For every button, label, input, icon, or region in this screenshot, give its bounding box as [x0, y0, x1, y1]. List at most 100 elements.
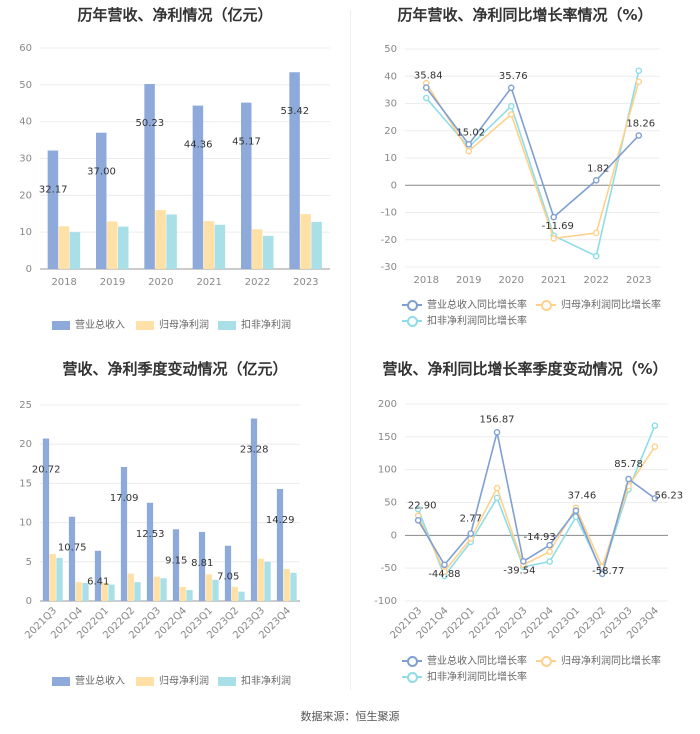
point-revenue-growth	[422, 84, 430, 91]
series-line-revenue-growth	[417, 432, 656, 577]
point-revenue-growth	[598, 570, 606, 578]
point-revenue-growth	[493, 429, 501, 436]
data-label: 1.82	[587, 163, 609, 174]
legend-item-revenue-growth[interactable]: 营业总收入同比增长率	[402, 296, 527, 311]
bar-revenue	[94, 550, 102, 601]
quarterly-bar-chart: 051015202520.722021Q310.752021Q46.412022…	[19, 400, 300, 641]
y-tick-label: 200	[378, 399, 397, 410]
x-tick-label: 2019	[100, 277, 125, 288]
bar-netprofit	[231, 586, 238, 601]
bar-revenue	[289, 72, 300, 270]
legend-item-netprofit-growth[interactable]: 归母净利润同比增长率	[536, 296, 661, 311]
bar-revenue	[146, 502, 154, 601]
legend-item-deducted-growth[interactable]: 扣非净利润同比增长率	[402, 312, 527, 327]
y-tick-label: 30	[384, 99, 397, 110]
point-revenue-growth	[465, 141, 473, 148]
x-tick-label: 2021	[196, 277, 221, 288]
bar-revenue	[276, 488, 284, 601]
point-netprofit-growth	[493, 484, 501, 492]
legend-item-revenue[interactable]: 营业总收入	[52, 672, 125, 687]
point-revenue-growth	[635, 132, 643, 139]
y-tick-label: 0	[391, 530, 397, 541]
y-tick-label: 50	[384, 498, 397, 509]
y-tick-label: 15	[19, 478, 32, 489]
data-label: 50.23	[136, 118, 165, 129]
point-netprofit-growth	[592, 229, 600, 237]
point-revenue-growth	[592, 176, 600, 184]
point-deducted-growth	[493, 494, 501, 502]
bar-deducted	[166, 214, 177, 269]
data-label: 17.09	[110, 493, 139, 504]
point-deducted-growth	[414, 505, 422, 513]
legend-item-revenue[interactable]: 营业总收入	[52, 316, 125, 331]
y-tick-label: 25	[19, 400, 32, 411]
bar-deducted	[214, 224, 226, 269]
point-netprofit-growth	[550, 235, 558, 242]
point-netprofit-growth	[546, 548, 553, 556]
x-tick-label: 2018	[414, 275, 439, 286]
point-revenue-growth	[546, 541, 553, 549]
chart-title: 营收、净利同比增长率季度变动情况（%）	[382, 360, 668, 378]
data-label: 14.29	[266, 515, 295, 526]
data-source: 数据来源：恒生聚源	[300, 710, 400, 723]
bar-deducted	[264, 561, 271, 601]
point-deducted-growth	[651, 422, 659, 429]
point-revenue-growth	[651, 495, 659, 502]
annual-growth-panel: 历年营收、净利同比增长率情况（%） -30 -20 -10 0 10 20 30 40 50 20…	[350, 0, 700, 350]
series-line-deducted-growth	[417, 425, 656, 578]
bar-netprofit	[283, 568, 290, 601]
legend-item-netprofit-growth[interactable]: 归母净利润同比增长率	[536, 652, 661, 667]
data-label: 20.72	[32, 465, 61, 476]
data-label: -58.77	[592, 566, 624, 577]
bar-revenue	[224, 545, 232, 601]
chart-title: 营收、净利季度变动情况（亿元）	[62, 360, 288, 378]
data-label: 37.00	[87, 167, 116, 178]
legend-item-revenue-growth[interactable]: 营业总收入同比增长率	[402, 652, 527, 667]
x-tick-label: 2020	[148, 277, 173, 288]
y-tick-label: -10	[381, 208, 397, 219]
data-label: 23.28	[240, 444, 269, 455]
annual-revenue-profit-panel: 历年营收、净利情况（亿元） 0 10 20 30 40 50 60 32.17 2018 37.0…	[0, 0, 350, 350]
series-line-revenue-growth	[425, 86, 640, 219]
data-label: 156.87	[480, 414, 515, 425]
point-netprofit-growth	[465, 147, 473, 155]
data-label: -11.69	[542, 221, 574, 232]
bar-revenue	[120, 467, 128, 601]
x-tick-label: 2023	[626, 275, 651, 286]
y-tick-label: -30	[381, 262, 397, 273]
bar-netprofit	[252, 229, 263, 269]
legend-item-deducted[interactable]: 扣非净利润	[218, 672, 291, 687]
bar-revenue	[241, 102, 252, 269]
data-label: 6.41	[87, 577, 109, 588]
y-tick-label: 60	[19, 43, 32, 54]
bar-deducted	[134, 582, 141, 601]
point-netprofit-growth	[507, 111, 515, 118]
bar-netprofit	[58, 226, 70, 269]
point-revenue-growth	[414, 516, 422, 524]
y-tick-label: 40	[384, 71, 397, 82]
quarterly-revenue-profit-panel: 营收、净利季度变动情况（亿元） 0 5 10 15 20 25 20.72 2021Q3 10.…	[0, 350, 350, 700]
data-label: 56.23	[655, 490, 684, 501]
bar-netprofit	[300, 214, 311, 269]
bar-revenue	[42, 438, 50, 601]
legend-item-deducted[interactable]: 扣非净利润	[218, 316, 291, 331]
data-label: 45.17	[232, 137, 261, 148]
data-label: 32.17	[39, 185, 68, 196]
y-tick-label: 0	[391, 180, 397, 191]
bar-deducted	[160, 578, 167, 601]
y-tick-label: 150	[378, 432, 397, 443]
data-label: 35.76	[499, 71, 528, 82]
point-revenue-growth	[507, 84, 515, 92]
point-revenue-growth	[520, 557, 527, 565]
bar-deducted	[69, 232, 81, 269]
legend-item-netprofit[interactable]: 归母净利润	[136, 316, 209, 331]
bar-revenue	[192, 105, 204, 269]
legend-item-netprofit[interactable]: 归母净利润	[136, 672, 209, 687]
legend-item-deducted-growth[interactable]: 扣非净利润同比增长率	[402, 668, 527, 683]
point-deducted-growth	[635, 67, 643, 75]
data-label: 12.53	[136, 529, 165, 540]
bar-netprofit	[179, 586, 186, 601]
data-label: 15.02	[456, 127, 485, 138]
x-tick-label: 2018	[51, 277, 76, 288]
point-revenue-growth	[441, 561, 448, 569]
